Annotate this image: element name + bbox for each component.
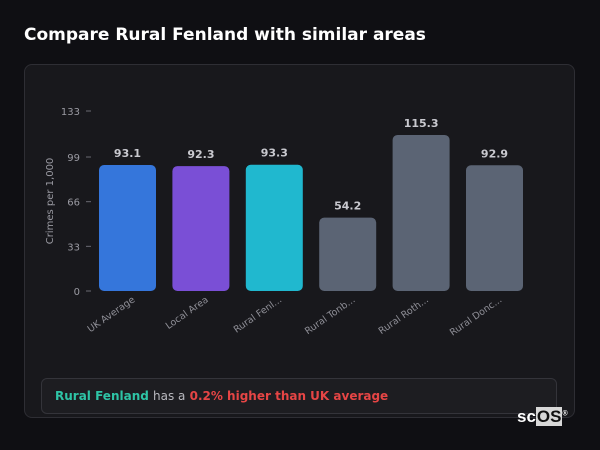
bar xyxy=(172,166,230,291)
bar-value-label: 92.3 xyxy=(187,148,214,161)
bar xyxy=(245,164,303,291)
y-tick-label: 33 xyxy=(67,242,80,253)
bar xyxy=(392,134,450,291)
y-tick-label: 133 xyxy=(61,107,80,118)
x-tick-label: UK Average xyxy=(86,294,138,335)
bar-value-label: 92.9 xyxy=(481,147,508,160)
bar-value-label: 93.1 xyxy=(114,147,141,160)
bar-value-label: 54.2 xyxy=(334,200,361,213)
page-title: Compare Rural Fenland with similar areas xyxy=(24,25,426,45)
bar-value-label: 93.3 xyxy=(261,147,288,160)
insight-result: 0.2% higher than UK average xyxy=(189,389,389,403)
bar-value-label: 115.3 xyxy=(404,117,439,130)
x-tick-label: Rural Roth... xyxy=(377,294,431,336)
x-tick-label: Rural Tonb... xyxy=(303,294,357,337)
y-tick-label: 0 xyxy=(74,287,80,298)
x-tick-label: Local Area xyxy=(164,294,211,331)
bar xyxy=(319,217,377,291)
x-tick-label: Rural Fenl... xyxy=(232,294,284,335)
scos-logo: scOS® xyxy=(517,407,568,426)
y-tick-label: 99 xyxy=(67,153,80,164)
insight-area: Rural Fenland xyxy=(55,389,149,403)
insight-mid: has a xyxy=(153,389,186,403)
insight-box: Rural Fenland has a 0.2% higher than UK … xyxy=(41,378,557,414)
y-axis-label: Crimes per 1,000 xyxy=(45,158,56,245)
y-tick-label: 66 xyxy=(67,198,80,209)
x-tick-label: Rural Donc... xyxy=(448,294,504,338)
bar xyxy=(466,165,523,291)
bar xyxy=(99,165,156,291)
